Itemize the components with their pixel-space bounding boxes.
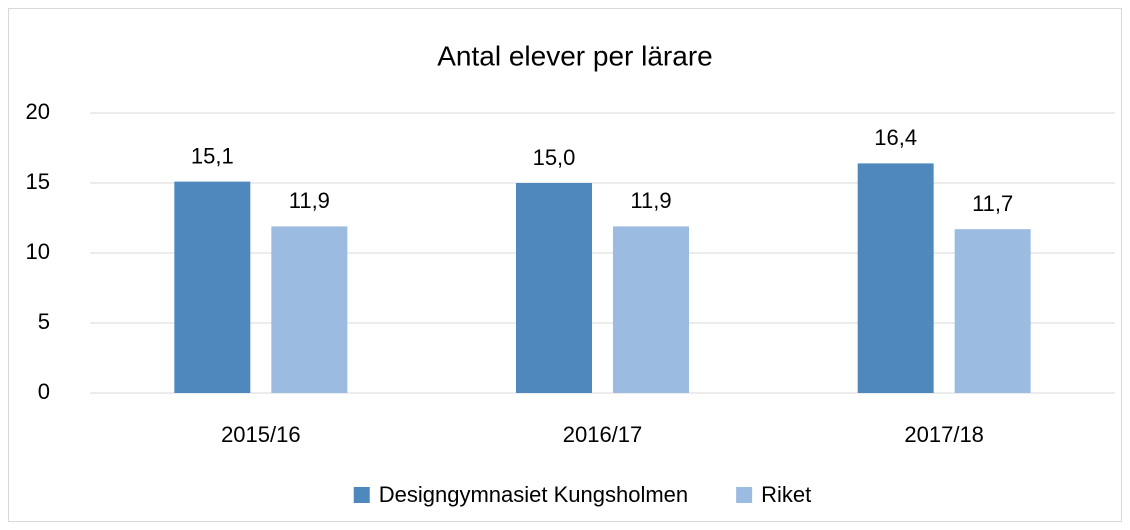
x-tick-label: 2015/16	[221, 422, 301, 447]
y-tick-label: 20	[26, 99, 50, 124]
y-tick-label: 15	[26, 169, 50, 194]
legend-label: Riket	[761, 482, 811, 507]
y-tick-label: 10	[26, 239, 50, 264]
data-label: 15,1	[191, 143, 234, 168]
bar	[516, 183, 592, 393]
data-label: 11,7	[972, 191, 1013, 216]
data-label: 11,9	[289, 188, 330, 213]
data-label: 11,9	[630, 188, 671, 213]
bar	[954, 229, 1031, 393]
bar	[613, 226, 689, 393]
chart-title: Antal elever per lärare	[437, 40, 712, 71]
data-label: 16,4	[874, 125, 917, 150]
x-tick-label: 2016/17	[563, 422, 643, 447]
bar	[271, 226, 348, 393]
x-tick-label: 2017/18	[904, 422, 984, 447]
data-label: 15,0	[533, 145, 576, 170]
legend-label: Designgymnasiet Kungsholmen	[379, 482, 688, 507]
legend-swatch	[353, 487, 370, 503]
bar	[857, 163, 934, 393]
y-tick-label: 0	[38, 379, 50, 404]
bar	[174, 181, 251, 393]
legend-swatch	[736, 487, 753, 503]
y-tick-label: 5	[38, 309, 50, 334]
